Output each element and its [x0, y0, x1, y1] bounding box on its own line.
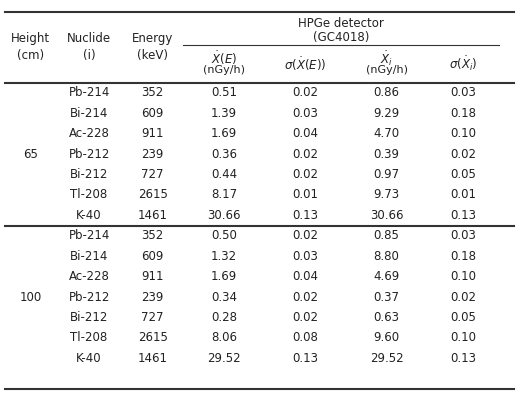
- Text: 0.03: 0.03: [292, 250, 318, 263]
- Text: 0.10: 0.10: [450, 331, 476, 345]
- Text: 1.39: 1.39: [211, 107, 237, 120]
- Text: 30.66: 30.66: [207, 209, 241, 222]
- Text: 0.10: 0.10: [450, 127, 476, 140]
- Text: 8.06: 8.06: [211, 331, 237, 345]
- Text: $\sigma(\dot{X}_i)$: $\sigma(\dot{X}_i)$: [449, 55, 477, 73]
- Text: Tl-208: Tl-208: [71, 188, 108, 202]
- Text: Tl-208: Tl-208: [71, 331, 108, 345]
- Text: 0.02: 0.02: [292, 229, 318, 242]
- Text: 0.44: 0.44: [211, 168, 237, 181]
- Text: 9.60: 9.60: [374, 331, 400, 345]
- Text: 727: 727: [142, 168, 164, 181]
- Text: Pb-214: Pb-214: [69, 229, 110, 242]
- Text: Pb-212: Pb-212: [69, 290, 110, 304]
- Text: 0.39: 0.39: [374, 147, 400, 161]
- Text: 0.34: 0.34: [211, 290, 237, 304]
- Text: (nGy/h): (nGy/h): [366, 65, 407, 75]
- Text: 0.02: 0.02: [292, 86, 318, 99]
- Text: (nGy/h): (nGy/h): [203, 65, 245, 75]
- Text: $\dot{X}(E)$: $\dot{X}(E)$: [211, 50, 237, 68]
- Text: 1.32: 1.32: [211, 250, 237, 263]
- Text: 0.86: 0.86: [374, 86, 400, 99]
- Text: 0.97: 0.97: [374, 168, 400, 181]
- Text: 0.08: 0.08: [292, 331, 318, 345]
- Text: 1.69: 1.69: [211, 127, 237, 140]
- Text: K-40: K-40: [76, 209, 102, 222]
- Text: 8.17: 8.17: [211, 188, 237, 202]
- Text: Bi-214: Bi-214: [70, 250, 108, 263]
- Text: 727: 727: [142, 311, 164, 324]
- Text: 0.05: 0.05: [450, 311, 476, 324]
- Text: 0.02: 0.02: [292, 168, 318, 181]
- Text: Pb-212: Pb-212: [69, 147, 110, 161]
- Text: K-40: K-40: [76, 352, 102, 365]
- Text: 0.18: 0.18: [450, 107, 476, 120]
- Text: Energy
(keV): Energy (keV): [132, 32, 173, 62]
- Text: Nuclide
(i): Nuclide (i): [67, 32, 111, 62]
- Text: 0.02: 0.02: [292, 290, 318, 304]
- Text: Bi-212: Bi-212: [70, 311, 108, 324]
- Text: 29.52: 29.52: [207, 352, 241, 365]
- Text: 0.63: 0.63: [374, 311, 400, 324]
- Text: 609: 609: [142, 250, 164, 263]
- Text: 0.05: 0.05: [450, 168, 476, 181]
- Text: 4.70: 4.70: [374, 127, 400, 140]
- Text: 0.04: 0.04: [292, 127, 318, 140]
- Text: 0.28: 0.28: [211, 311, 237, 324]
- Text: 1461: 1461: [138, 209, 168, 222]
- Text: 0.13: 0.13: [292, 209, 318, 222]
- Text: (GC4018): (GC4018): [312, 31, 369, 44]
- Text: 30.66: 30.66: [370, 209, 403, 222]
- Text: 0.02: 0.02: [450, 147, 476, 161]
- Text: HPGe detector: HPGe detector: [298, 17, 384, 30]
- Text: $\dot{X}_i$: $\dot{X}_i$: [380, 50, 393, 68]
- Text: 0.18: 0.18: [450, 250, 476, 263]
- Text: Height
(cm): Height (cm): [11, 32, 50, 62]
- Text: 29.52: 29.52: [370, 352, 403, 365]
- Text: $\sigma(\dot{X}(E))$: $\sigma(\dot{X}(E))$: [284, 55, 326, 73]
- Text: 0.13: 0.13: [450, 352, 476, 365]
- Text: 0.13: 0.13: [450, 209, 476, 222]
- Text: 9.73: 9.73: [374, 188, 400, 202]
- Text: Pb-214: Pb-214: [69, 86, 110, 99]
- Text: Ac-228: Ac-228: [69, 270, 110, 283]
- Text: 239: 239: [142, 147, 164, 161]
- Text: 0.01: 0.01: [450, 188, 476, 202]
- Text: 0.85: 0.85: [374, 229, 400, 242]
- Text: 0.01: 0.01: [292, 188, 318, 202]
- Text: 8.80: 8.80: [374, 250, 400, 263]
- Text: 0.36: 0.36: [211, 147, 237, 161]
- Text: Bi-212: Bi-212: [70, 168, 108, 181]
- Text: 911: 911: [142, 127, 164, 140]
- Text: 0.10: 0.10: [450, 270, 476, 283]
- Text: 1.69: 1.69: [211, 270, 237, 283]
- Text: 0.37: 0.37: [374, 290, 400, 304]
- Text: 0.50: 0.50: [211, 229, 237, 242]
- Text: 911: 911: [142, 270, 164, 283]
- Text: 352: 352: [142, 229, 164, 242]
- Text: 9.29: 9.29: [374, 107, 400, 120]
- Text: 100: 100: [20, 290, 42, 304]
- Text: 0.03: 0.03: [450, 86, 476, 99]
- Text: 609: 609: [142, 107, 164, 120]
- Text: 0.03: 0.03: [450, 229, 476, 242]
- Text: 2615: 2615: [138, 188, 168, 202]
- Text: 1461: 1461: [138, 352, 168, 365]
- Text: 0.02: 0.02: [292, 147, 318, 161]
- Text: Bi-214: Bi-214: [70, 107, 108, 120]
- Text: 4.69: 4.69: [374, 270, 400, 283]
- Text: 0.51: 0.51: [211, 86, 237, 99]
- Text: 0.02: 0.02: [292, 311, 318, 324]
- Text: 0.03: 0.03: [292, 107, 318, 120]
- Text: 0.02: 0.02: [450, 290, 476, 304]
- Text: 2615: 2615: [138, 331, 168, 345]
- Text: 0.04: 0.04: [292, 270, 318, 283]
- Text: 239: 239: [142, 290, 164, 304]
- Text: 352: 352: [142, 86, 164, 99]
- Text: 65: 65: [23, 147, 38, 161]
- Text: 0.13: 0.13: [292, 352, 318, 365]
- Text: Ac-228: Ac-228: [69, 127, 110, 140]
